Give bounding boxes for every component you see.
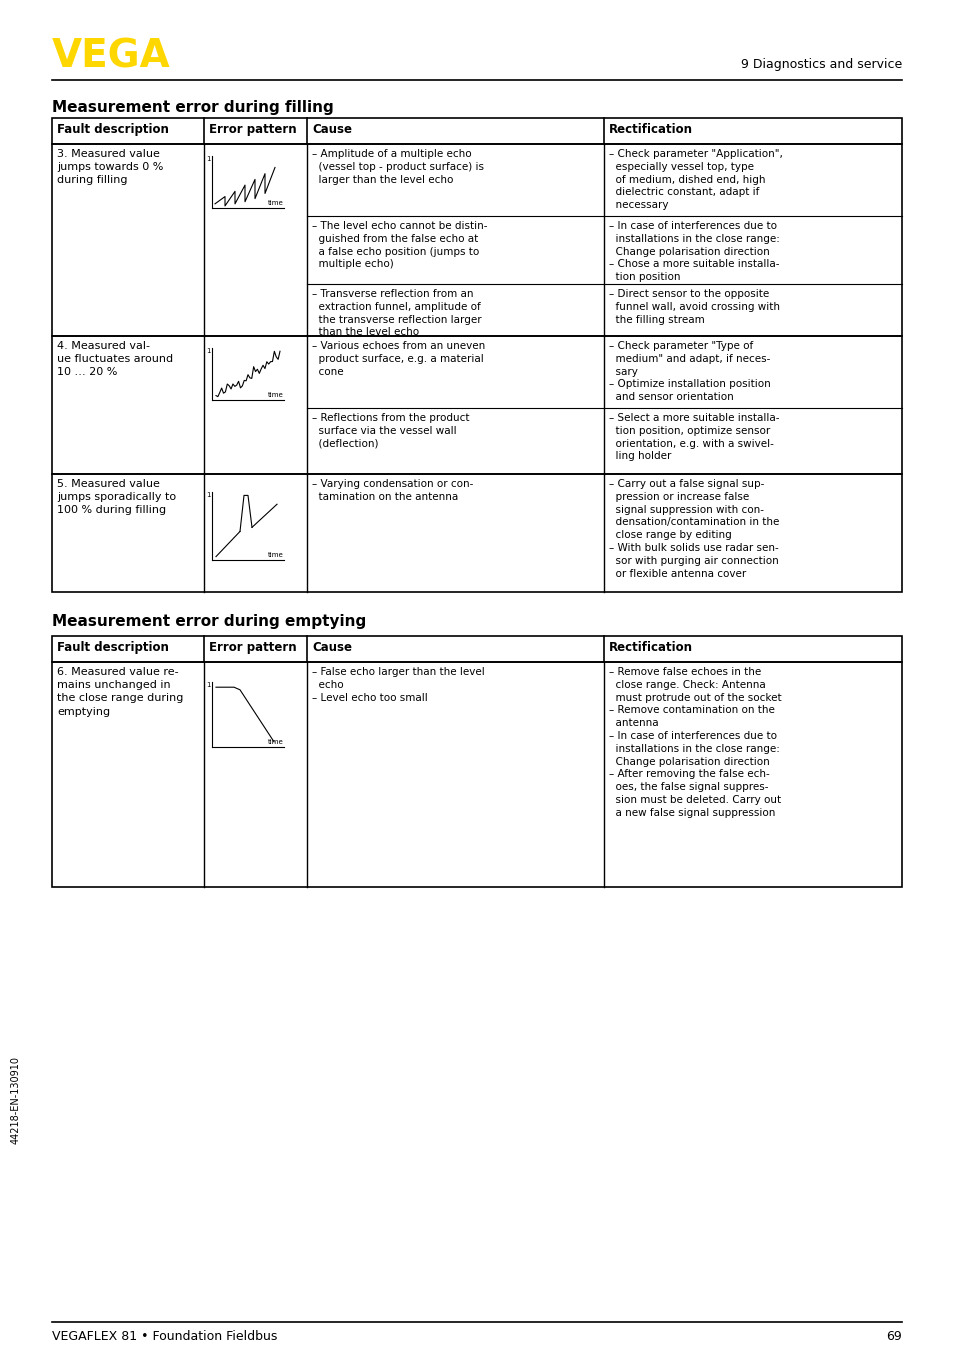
- Text: VEGA: VEGA: [52, 38, 171, 76]
- Text: 4. Measured val-
ue fluctuates around
10 … 20 %: 4. Measured val- ue fluctuates around 10…: [57, 341, 172, 378]
- Text: 3. Measured value
jumps towards 0 %
during filling: 3. Measured value jumps towards 0 % duri…: [57, 149, 163, 185]
- Text: – Reflections from the product
  surface via the vessel wall
  (deflection): – Reflections from the product surface v…: [312, 413, 469, 448]
- Text: time: time: [268, 739, 284, 745]
- Text: 6. Measured value re-
mains unchanged in
the close range during
emptying: 6. Measured value re- mains unchanged in…: [57, 668, 183, 716]
- Bar: [52, 336, 901, 474]
- Text: – Select a more suitable installa-
  tion position, optimize sensor
  orientatio: – Select a more suitable installa- tion …: [608, 413, 779, 462]
- Text: – Transverse reflection from an
  extraction funnel, amplitude of
  the transver: – Transverse reflection from an extracti…: [312, 288, 481, 337]
- Text: – In case of interferences due to
  installations in the close range:
  Change p: – In case of interferences due to instal…: [608, 221, 779, 282]
- Text: – False echo larger than the level
  echo
– Level echo too small: – False echo larger than the level echo …: [312, 668, 484, 703]
- Text: Rectification: Rectification: [608, 123, 692, 135]
- Text: Measurement error during filling: Measurement error during filling: [52, 100, 334, 115]
- Text: Measurement error during emptying: Measurement error during emptying: [52, 613, 366, 630]
- Text: – The level echo cannot be distin-
  guished from the false echo at
  a false ec: – The level echo cannot be distin- guish…: [312, 221, 487, 269]
- Bar: [52, 118, 901, 144]
- Bar: [52, 662, 901, 887]
- Text: 1: 1: [206, 156, 211, 162]
- Bar: [52, 144, 901, 336]
- Text: 9 Diagnostics and service: 9 Diagnostics and service: [740, 58, 901, 70]
- Text: Rectification: Rectification: [608, 640, 692, 654]
- Text: – Carry out a false signal sup-
  pression or increase false
  signal suppressio: – Carry out a false signal sup- pression…: [608, 479, 779, 578]
- Text: Cause: Cause: [312, 640, 352, 654]
- Text: 1: 1: [206, 682, 211, 688]
- Text: – Varying condensation or con-
  tamination on the antenna: – Varying condensation or con- taminatio…: [312, 479, 473, 502]
- Text: – Remove false echoes in the
  close range. Check: Antenna
  must protrude out o: – Remove false echoes in the close range…: [608, 668, 781, 818]
- Text: Error pattern: Error pattern: [209, 640, 296, 654]
- Bar: [52, 474, 901, 592]
- Text: 69: 69: [885, 1330, 901, 1343]
- Text: 5. Measured value
jumps sporadically to
100 % during filling: 5. Measured value jumps sporadically to …: [57, 479, 176, 516]
- Text: – Direct sensor to the opposite
  funnel wall, avoid crossing with
  the filling: – Direct sensor to the opposite funnel w…: [608, 288, 780, 325]
- Text: Fault description: Fault description: [57, 123, 169, 135]
- Text: time: time: [268, 200, 284, 206]
- Text: Error pattern: Error pattern: [209, 123, 296, 135]
- Text: – Check parameter "Application",
  especially vessel top, type
  of medium, dish: – Check parameter "Application", especia…: [608, 149, 782, 210]
- Text: time: time: [268, 393, 284, 398]
- Text: Fault description: Fault description: [57, 640, 169, 654]
- Text: 1: 1: [206, 492, 211, 498]
- Text: VEGAFLEX 81 • Foundation Fieldbus: VEGAFLEX 81 • Foundation Fieldbus: [52, 1330, 277, 1343]
- Text: Cause: Cause: [312, 123, 352, 135]
- Text: 44218-EN-130910: 44218-EN-130910: [11, 1056, 21, 1144]
- Text: – Various echoes from an uneven
  product surface, e.g. a material
  cone: – Various echoes from an uneven product …: [312, 341, 485, 376]
- Text: 1: 1: [206, 348, 211, 353]
- Text: – Check parameter "Type of
  medium" and adapt, if neces-
  sary
– Optimize inst: – Check parameter "Type of medium" and a…: [608, 341, 770, 402]
- Text: time: time: [268, 552, 284, 558]
- Text: – Amplitude of a multiple echo
  (vessel top - product surface) is
  larger than: – Amplitude of a multiple echo (vessel t…: [312, 149, 483, 184]
- Bar: [52, 636, 901, 662]
